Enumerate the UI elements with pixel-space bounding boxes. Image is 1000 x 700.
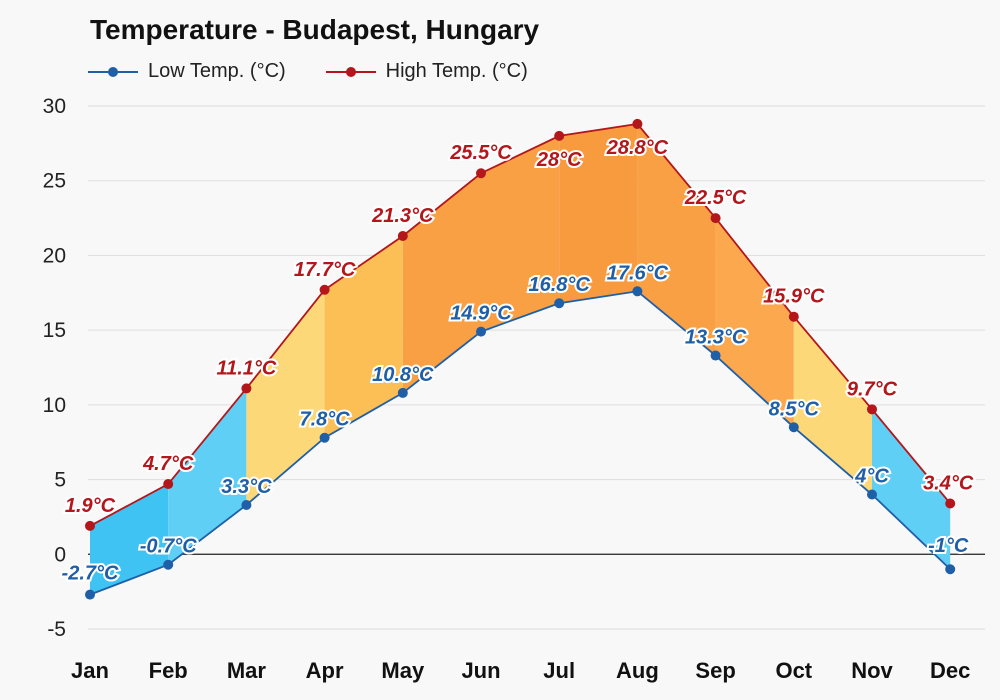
legend-item-high[interactable]: High Temp. (°C) <box>325 60 528 83</box>
temperature-band <box>324 236 403 438</box>
low-temp-point <box>241 499 252 510</box>
temperature-band <box>481 135 560 332</box>
low-temp-point <box>85 589 95 600</box>
x-tick-label: Feb <box>149 658 188 683</box>
x-tick-label: Dec <box>930 658 970 683</box>
high-temp-label: 3.4°C <box>923 472 974 494</box>
x-tick-label: May <box>381 658 425 683</box>
legend-low-label: Low Temp. (°C) <box>148 60 286 82</box>
high-temp-point <box>476 168 486 179</box>
legend-high-label: High Temp. (°C) <box>385 60 528 82</box>
low-temp-line <box>89 290 951 596</box>
high-temp-label: 11.1°C <box>216 357 276 379</box>
low-temp-label: 10.8°C <box>372 364 434 386</box>
temperature-band <box>637 123 716 356</box>
low-temp-point <box>945 564 956 575</box>
y-tick-label: 5 <box>54 469 66 492</box>
x-tick-label: Jun <box>461 658 500 683</box>
low-temp-point <box>867 489 877 500</box>
low-temp-label: 3.3°C <box>221 476 272 498</box>
high-temp-label: 1.9°C <box>65 495 116 517</box>
y-tick-label: -5 <box>47 618 66 641</box>
temperature-band <box>715 218 794 428</box>
high-temp-label: 17.7°C <box>294 259 356 281</box>
low-temp-point <box>319 432 330 443</box>
y-tick-label: 15 <box>43 319 66 342</box>
low-temp-label: 16.8°C <box>529 274 591 296</box>
chart-legend: Low Temp. (°C) High Temp. (°C) <box>88 60 528 83</box>
high-temp-point <box>867 404 877 415</box>
high-temp-point <box>710 213 721 224</box>
high-temp-label: 28.8°C <box>606 137 669 159</box>
low-temp-label: 4°C <box>854 466 889 488</box>
low-temp-label: 7.8°C <box>299 409 350 431</box>
x-tick-label: Nov <box>851 658 893 683</box>
y-tick-label: 25 <box>43 170 66 193</box>
low-temp-point <box>554 298 565 309</box>
low-temp-point <box>397 387 408 398</box>
y-tick-label: 30 <box>43 95 66 118</box>
low-temp-label: -2.7°C <box>62 563 119 585</box>
low-temp-point <box>163 559 174 570</box>
temperature-band <box>872 409 951 570</box>
low-temp-label: 8.5°C <box>769 398 820 420</box>
y-tick-label: 10 <box>43 394 66 417</box>
high-temp-point <box>945 498 956 509</box>
y-tick-label: 20 <box>43 244 66 267</box>
low-temp-label: 13.3°C <box>685 327 747 349</box>
high-temp-label: 25.5°C <box>449 142 512 164</box>
temperature-band <box>246 289 325 505</box>
low-temp-label: 14.9°C <box>450 303 512 325</box>
high-temp-point <box>319 284 330 295</box>
x-tick-label: Aug <box>616 658 659 683</box>
temperature-band <box>793 316 872 495</box>
y-tick-label: 0 <box>54 543 66 566</box>
high-temp-line <box>89 122 951 527</box>
x-tick-label: Sep <box>695 658 735 683</box>
legend-high-swatch <box>325 62 376 82</box>
temperature-band <box>168 388 247 565</box>
low-temp-point <box>710 350 721 361</box>
high-temp-label: 9.7°C <box>847 378 898 400</box>
legend-low-swatch <box>88 62 138 82</box>
high-temp-label: 28°C <box>536 149 582 171</box>
high-temp-point <box>788 311 799 322</box>
high-temp-point <box>163 479 174 490</box>
x-tick-label: Jul <box>543 658 575 683</box>
high-temp-point <box>554 130 565 141</box>
high-temp-label: 22.5°C <box>684 187 747 209</box>
high-temp-label: 21.3°C <box>371 205 434 227</box>
high-temp-label: 4.7°C <box>142 453 194 475</box>
low-temp-label: -0.7°C <box>140 536 197 558</box>
low-temp-label: 17.6°C <box>607 262 669 284</box>
x-tick-label: Mar <box>227 658 267 683</box>
high-temp-label: 15.9°C <box>763 286 825 308</box>
low-temp-point <box>632 286 643 297</box>
low-temp-label: -1°C <box>928 535 969 557</box>
high-temp-point <box>632 118 643 129</box>
x-tick-label: Apr <box>306 658 344 683</box>
temperature-band <box>402 173 481 393</box>
temperature-band <box>90 484 169 595</box>
temperature-band <box>559 123 638 304</box>
high-temp-point <box>85 520 95 531</box>
low-temp-point <box>788 422 799 433</box>
high-temp-point <box>241 383 252 394</box>
low-temp-point <box>476 326 486 337</box>
high-temp-point <box>397 231 408 242</box>
chart-title: Temperature - Budapest, Hungary <box>90 14 540 45</box>
x-tick-label: Oct <box>775 658 812 683</box>
x-tick-label: Jan <box>71 658 109 683</box>
legend-item-low[interactable]: Low Temp. (°C) <box>88 60 286 83</box>
